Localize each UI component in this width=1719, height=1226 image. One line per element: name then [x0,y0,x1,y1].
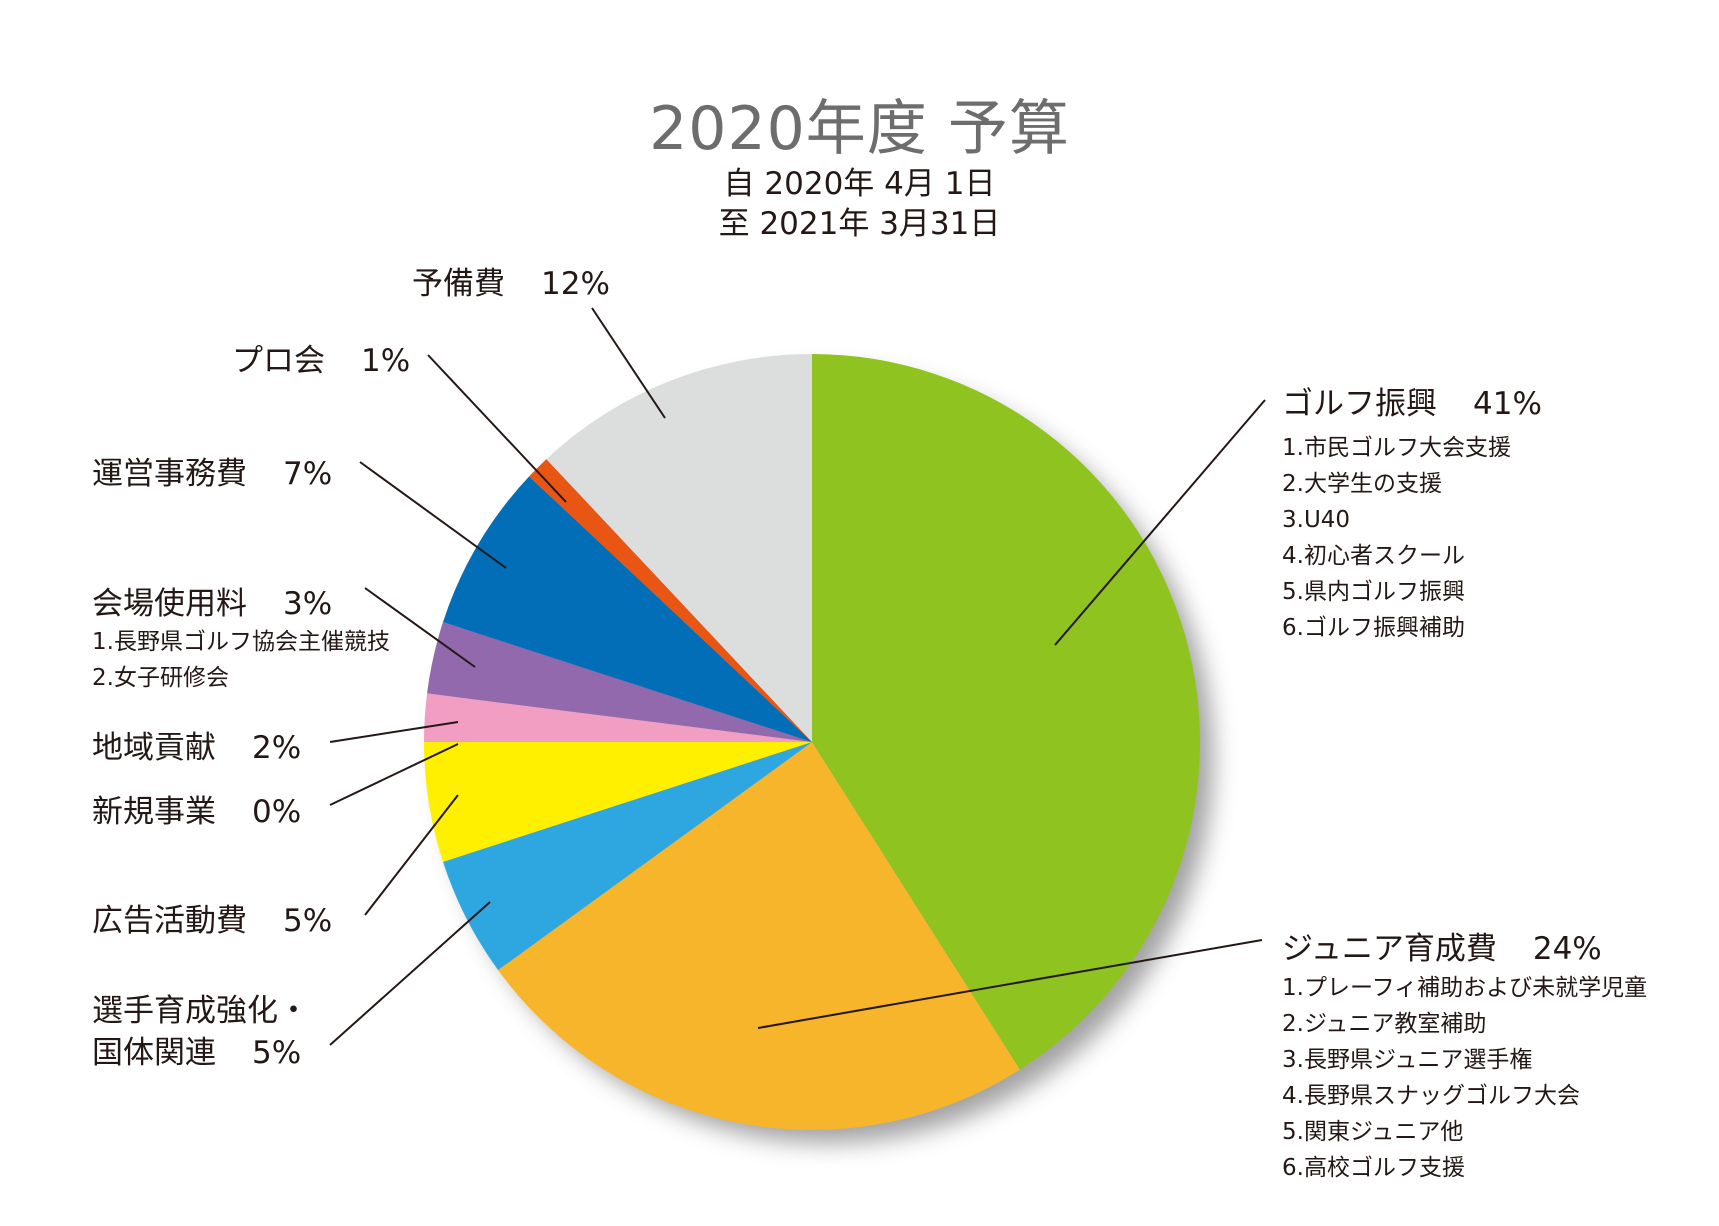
list-item: 6.ゴルフ振興補助 [1282,615,1465,641]
pie-slices [424,354,1201,1131]
leader-lines [329,307,1266,1046]
slice-percent: 0% [252,794,302,830]
pie-slice-3 [424,742,812,862]
slice-label: 広告活動費 [92,903,247,939]
list-item: 1.プレーフィ補助および未就学児童 [1282,975,1648,1001]
leader-line-0 [1054,399,1266,646]
slice-label: プロ会 [232,343,325,379]
list-item: 3.U40 [1282,507,1351,533]
label-athlete-training: 選手育成強化・ 国体関連 5% [92,990,309,1074]
list-item: 3.長野県ジュニア選手権 [1282,1047,1533,1073]
pie-slice-0 [812,354,1201,1070]
leader-line-1 [757,939,1263,1029]
pie-slice-2 [442,742,812,971]
leader-line-2 [591,307,666,419]
list-item: 4.初心者スクール [1282,543,1465,569]
pie-slice-8 [529,459,812,742]
pie-slice-5 [424,693,812,742]
pie-slice-1 [498,742,1020,1131]
slice-label: ジュニア育成費 [1282,931,1497,967]
label-new-business: 新規事業 0% [92,786,301,831]
slice-percent: 24% [1532,931,1602,967]
pie-slice-7 [442,476,812,742]
leader-line-9 [329,901,491,1046]
slice-label: 予備費 [412,266,505,302]
list-item: 2.大学生の支援 [1282,471,1442,497]
leader-line-6 [329,721,459,743]
leader-line-5 [364,587,476,668]
label-junior-development: ジュニア育成費 24% [1282,923,1602,968]
list-item: 5.関東ジュニア他 [1282,1119,1464,1145]
slice-label: 運営事務費 [92,456,247,492]
period-from: 自 2020年 4月 1日 [723,166,996,202]
list-item: 2.ジュニア教室補助 [1282,1011,1487,1037]
leader-line-3 [427,354,567,503]
leader-line-4 [359,461,507,569]
list-item: 1.長野県ゴルフ協会主催競技 [92,629,390,655]
slice-percent: 41% [1473,386,1542,422]
slice-percent: 5% [283,903,333,939]
label-golf-promotion: ゴルフ振興 41% [1282,378,1542,423]
label-advertising: 広告活動費 5% [92,895,332,940]
venue-fees-items: 1.長野県ゴルフ協会主催競技 2.女子研修会 [92,624,390,696]
slice-percent: 1% [361,343,411,379]
list-item: 2.女子研修会 [92,665,229,691]
leader-line-8 [364,794,459,916]
leader-line-7 [329,743,459,806]
slice-percent: 2% [252,730,302,766]
list-item: 5.県内ゴルフ振興 [1282,579,1465,605]
chart-title: 2020年度 予算 [649,94,1070,164]
slice-label: 会場使用料 [92,586,247,622]
slice-percent: 7% [283,456,333,492]
slice-percent: 5% [252,1035,302,1071]
label-reserve: 予備費 12% [412,258,610,303]
period-to: 至 2021年 3月31日 [718,206,1001,242]
list-item: 6.高校ゴルフ支援 [1282,1155,1465,1181]
label-venue-fees: 会場使用料 3% [92,578,332,623]
slice-label: ゴルフ振興 [1282,386,1437,422]
pie-slice-9 [546,354,812,742]
slice-label: 新規事業 [92,794,216,830]
pie-slice-6 [427,622,812,742]
list-item: 4.長野県スナッグゴルフ大会 [1282,1083,1580,1109]
slice-label-line2: 国体関連 [92,1035,216,1071]
slice-percent: 12% [541,266,610,302]
label-pro-association: プロ会 1% [232,335,410,380]
slice-label: 地域貢献 [92,730,216,766]
junior-development-items: 1.プレーフィ補助および未就学児童 2.ジュニア教室補助 3.長野県ジュニア選手… [1282,970,1647,1186]
label-admin-expenses: 運営事務費 7% [92,448,332,493]
slice-label: 選手育成強化・ [92,993,309,1029]
slice-percent: 3% [283,586,333,622]
golf-promotion-items: 1.市民ゴルフ大会支援 2.大学生の支援 3.U40 4.初心者スクール 5.県… [1282,430,1511,646]
label-community-contribution: 地域貢献 2% [92,722,301,767]
list-item: 1.市民ゴルフ大会支援 [1282,435,1511,461]
